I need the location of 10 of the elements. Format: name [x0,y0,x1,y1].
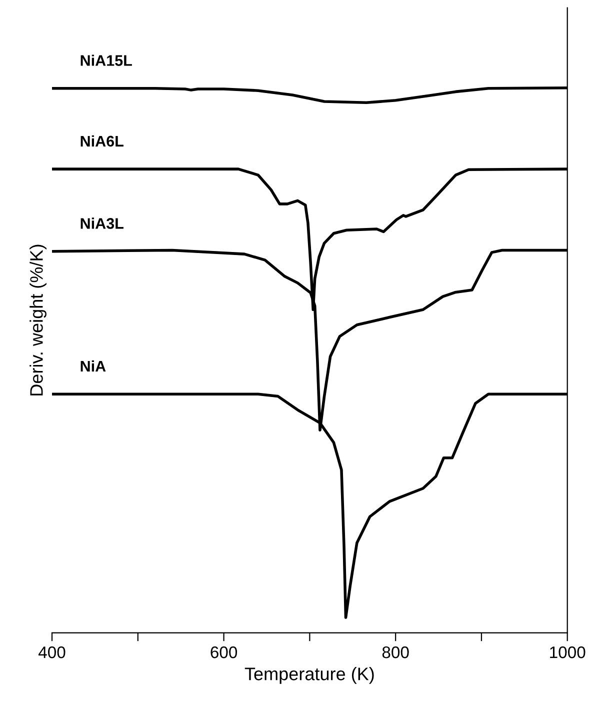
x-tick-label: 400 [38,646,66,658]
x-tick-label: 1000 [550,646,586,658]
series-label: NiA15L [80,54,132,66]
x-axis-title: Temperature (K) [244,667,374,684]
series-label: NiA [80,360,106,372]
x-tick-label: 800 [382,646,409,658]
series-label: NiA3L [80,218,124,229]
y-axis-title: Deriv. weight (%/K) [30,244,46,396]
series-label: NiA6L [80,135,124,147]
x-tick-label: 600 [210,646,238,658]
